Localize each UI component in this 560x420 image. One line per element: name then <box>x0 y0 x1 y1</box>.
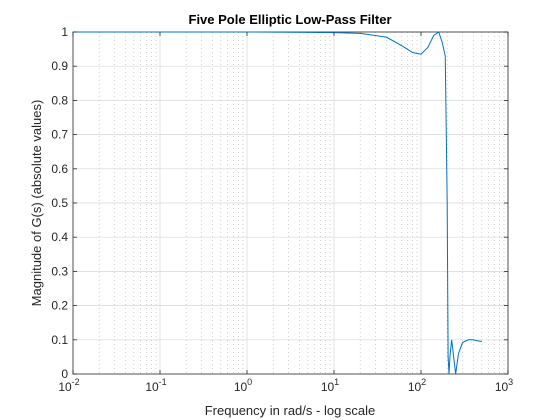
y-tick-label: 0.7 <box>51 128 68 142</box>
y-tick-label: 0.4 <box>51 230 68 244</box>
y-tick-label: 0.2 <box>51 299 68 313</box>
y-tick-label: 0.3 <box>51 264 68 278</box>
tick-labels: 10-2 10-1 100 101 102 103 0 0.1 0.2 0.3 0.4 0.5 0.6 0… <box>51 25 513 394</box>
x-tick-label: 10-2 <box>58 377 79 394</box>
x-axis-label: Frequency in rad/s - log scale <box>205 403 376 418</box>
chart-title: Five Pole Elliptic Low-Pass Filter <box>189 12 392 27</box>
grid <box>73 32 508 374</box>
x-tick-label: 100 <box>234 377 252 394</box>
x-tick-label: 102 <box>408 377 426 394</box>
y-tick-label: 0.1 <box>51 333 68 347</box>
y-tick-label: 0 <box>61 367 68 381</box>
x-tick-label: 103 <box>495 377 513 394</box>
y-tick-label: 1 <box>61 25 68 39</box>
x-tick-label: 10-1 <box>145 377 166 394</box>
x-tick-label: 101 <box>321 377 339 394</box>
series-line <box>73 31 482 375</box>
y-tick-label: 0.5 <box>51 196 68 210</box>
y-tick-label: 0.8 <box>51 93 68 107</box>
y-axis-label: Magnitude of G(s) (absolute values) <box>29 100 44 307</box>
y-tick-label: 0.6 <box>51 162 68 176</box>
y-tick-label: 0.9 <box>51 59 68 73</box>
